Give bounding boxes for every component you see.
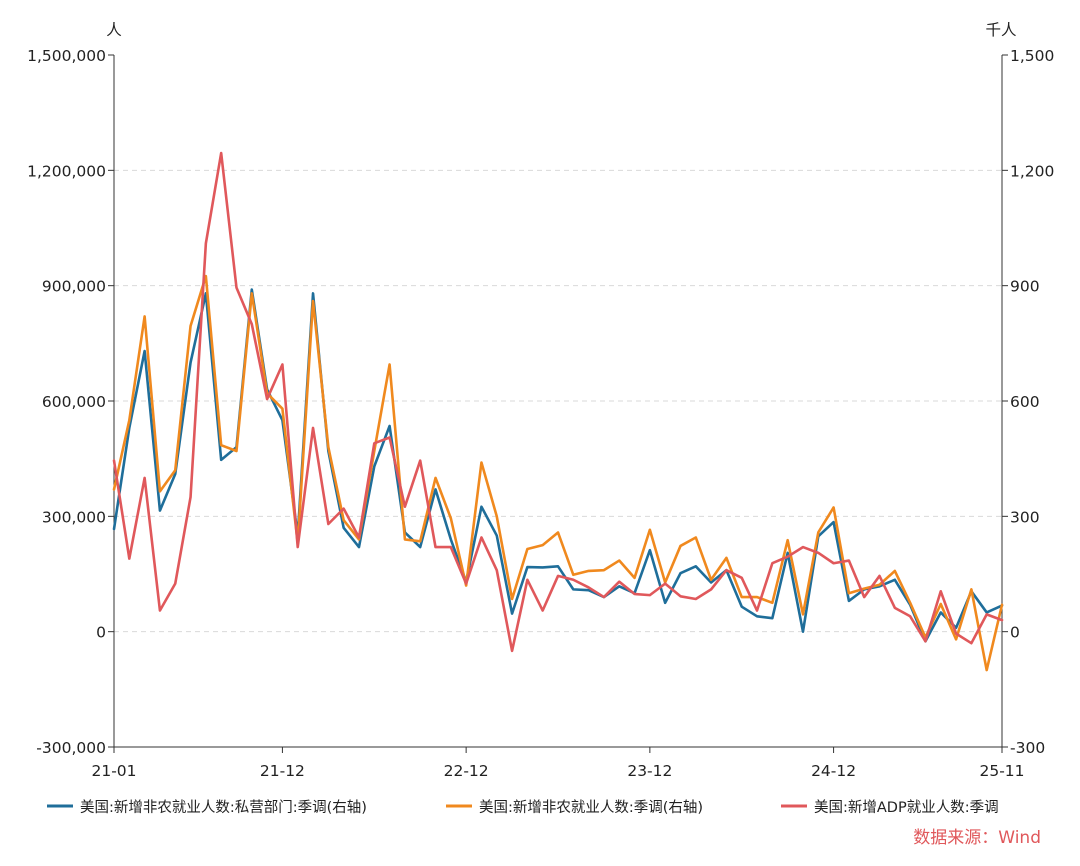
legend: 美国:新增非农就业人数:私营部门:季调(右轴) 美国:新增非农就业人数:季调(右轴… xyxy=(47,799,999,816)
x-tick-label: 21-12 xyxy=(260,762,305,780)
source-label: 数据来源：Wind xyxy=(913,828,1041,848)
y-tick-label-right: -300 xyxy=(1010,739,1045,757)
y-axis-right: 1,500 1,200 900 600 300 0 -300 xyxy=(1001,47,1054,757)
legend-label: 美国:新增ADP就业人数:季调 xyxy=(814,799,999,816)
gridlines xyxy=(114,169,1002,633)
x-tick-label: 22-12 xyxy=(444,762,489,780)
x-axis: 21-01 21-12 22-12 23-12 24-12 25-11 xyxy=(91,746,1025,780)
x-tick-label: 24-12 xyxy=(811,762,856,780)
left-axis-unit: 人 xyxy=(106,21,122,39)
right-axis-unit: 千人 xyxy=(985,21,1016,39)
y-tick-label-left: 0 xyxy=(96,624,106,642)
x-tick-label: 21-01 xyxy=(91,762,136,780)
y-tick-label-right: 900 xyxy=(1010,278,1040,296)
legend-item-1: 美国:新增非农就业人数:私营部门:季调(右轴) xyxy=(47,799,367,816)
x-tick-label: 25-11 xyxy=(979,762,1024,780)
y-tick-label-left: 1,200,000 xyxy=(27,162,106,180)
legend-label: 美国:新增非农就业人数:季调(右轴) xyxy=(479,799,703,816)
y-tick-label-left: 600,000 xyxy=(42,393,106,411)
series-line-2 xyxy=(112,274,1004,672)
y-tick-label-right: 600 xyxy=(1010,393,1040,411)
y-tick-label-right: 300 xyxy=(1010,508,1040,526)
legend-item-2: 美国:新增非农就业人数:季调(右轴) xyxy=(446,799,703,816)
plot-series xyxy=(112,151,1004,672)
y-tick-label-left: 300,000 xyxy=(42,508,106,526)
y-tick-label-right: 1,200 xyxy=(1010,162,1054,180)
legend-label: 美国:新增非农就业人数:私营部门:季调(右轴) xyxy=(80,799,367,816)
y-axis-left: 1,500,000 1,200,000 900,000 600,000 300,000 0… xyxy=(27,47,115,757)
y-tick-label-left: -300,000 xyxy=(36,739,106,757)
series-line-3 xyxy=(112,151,1004,653)
y-tick-label-right: 1,500 xyxy=(1010,47,1054,65)
y-tick-label-right: 0 xyxy=(1010,624,1020,642)
y-tick-label-left: 1,500,000 xyxy=(27,47,106,65)
x-tick-label: 23-12 xyxy=(627,762,672,780)
y-tick-label-left: 900,000 xyxy=(42,278,106,296)
legend-item-3: 美国:新增ADP就业人数:季调 xyxy=(781,799,999,816)
